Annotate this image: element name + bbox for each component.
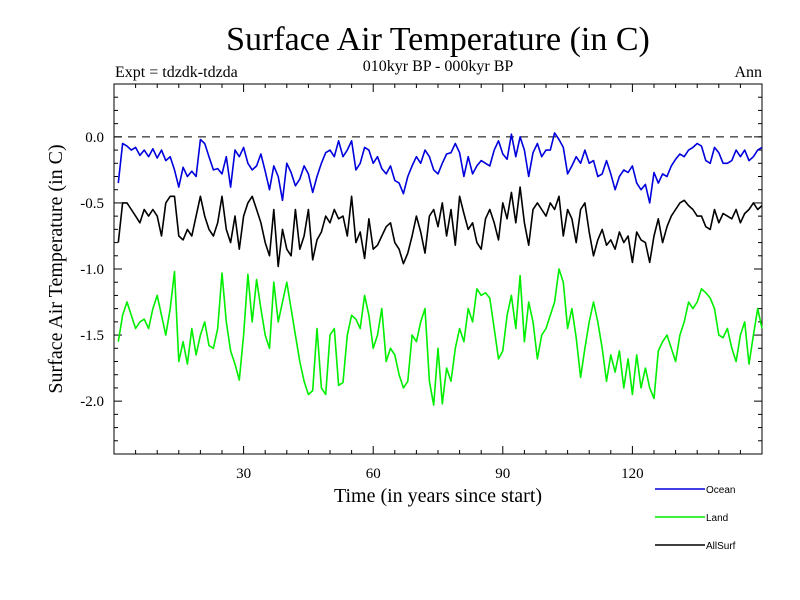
y-axis-label: Surface Air Temperature (in C) (45, 144, 67, 393)
legend: Ocean Land AllSurf (655, 485, 736, 552)
x-tick-label: 30 (236, 466, 251, 482)
x-axis-label: Time (in years since start) (334, 485, 542, 507)
series-line-land (117, 268, 763, 406)
y-axis: 0.0 -0.5 -1.0 -1.5 -2.0 (80, 96, 762, 442)
season-label: Ann (734, 64, 762, 81)
series-line-allsurf (117, 186, 763, 268)
experiment-label: Expt = tdzdk-tdzda (115, 64, 238, 81)
y-tick-label: -1.5 (80, 328, 104, 344)
legend-label-ocean: Ocean (706, 485, 735, 496)
x-tick-label: 90 (495, 466, 510, 482)
series-line-ocean (117, 132, 763, 204)
series-lines (117, 132, 763, 406)
x-axis: 30 60 90 120 (135, 84, 741, 482)
period-label: 010kyr BP - 000kyr BP (363, 58, 514, 75)
chart-title: Surface Air Temperature (in C) (226, 21, 650, 58)
legend-label-allsurf: AllSurf (706, 541, 736, 552)
x-tick-label: 120 (621, 466, 644, 482)
y-tick-label: -2.0 (80, 394, 104, 410)
plot-frame (113, 83, 763, 455)
x-tick-label: 60 (366, 466, 381, 482)
y-tick-label: 0.0 (85, 130, 104, 146)
y-tick-label: -0.5 (80, 196, 104, 212)
legend-label-land: Land (706, 513, 728, 524)
y-tick-label: -1.0 (80, 262, 104, 278)
